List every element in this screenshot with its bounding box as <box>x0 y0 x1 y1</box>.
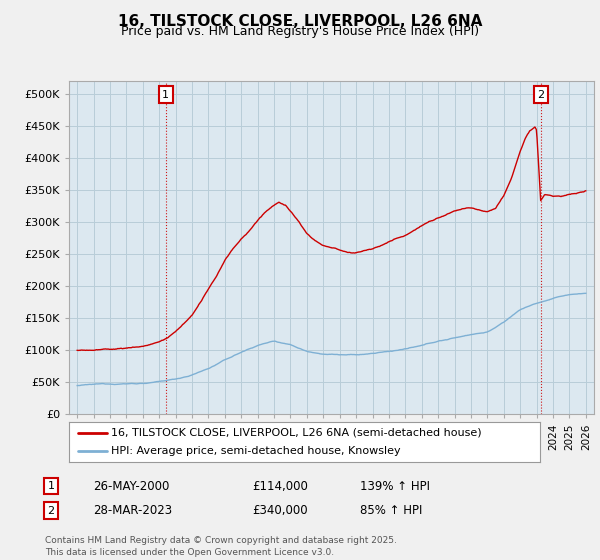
Text: £114,000: £114,000 <box>252 479 308 493</box>
Text: 28-MAR-2023: 28-MAR-2023 <box>93 504 172 517</box>
Text: 16, TILSTOCK CLOSE, LIVERPOOL, L26 6NA (semi-detached house): 16, TILSTOCK CLOSE, LIVERPOOL, L26 6NA (… <box>112 428 482 438</box>
Text: 139% ↑ HPI: 139% ↑ HPI <box>360 479 430 493</box>
Text: Contains HM Land Registry data © Crown copyright and database right 2025.
This d: Contains HM Land Registry data © Crown c… <box>45 536 397 557</box>
Text: 1: 1 <box>162 90 169 100</box>
Text: Price paid vs. HM Land Registry's House Price Index (HPI): Price paid vs. HM Land Registry's House … <box>121 25 479 38</box>
Text: 2: 2 <box>47 506 55 516</box>
Text: HPI: Average price, semi-detached house, Knowsley: HPI: Average price, semi-detached house,… <box>112 446 401 456</box>
Text: 2: 2 <box>537 90 544 100</box>
Text: 85% ↑ HPI: 85% ↑ HPI <box>360 504 422 517</box>
Text: 16, TILSTOCK CLOSE, LIVERPOOL, L26 6NA: 16, TILSTOCK CLOSE, LIVERPOOL, L26 6NA <box>118 14 482 29</box>
Text: 1: 1 <box>47 481 55 491</box>
Text: £340,000: £340,000 <box>252 504 308 517</box>
Text: 26-MAY-2000: 26-MAY-2000 <box>93 479 169 493</box>
